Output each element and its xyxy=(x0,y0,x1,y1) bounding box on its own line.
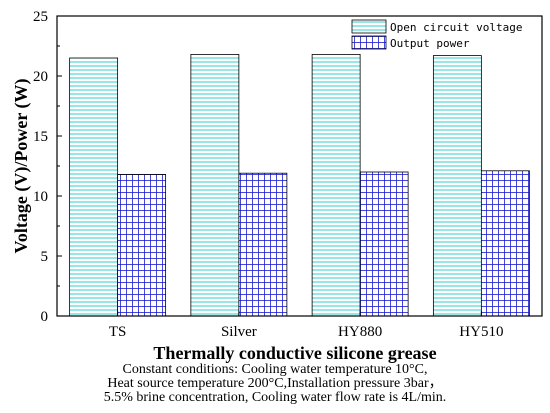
y-tick-label: 25 xyxy=(33,9,48,25)
legend-swatch-power xyxy=(351,35,387,50)
bar-power-hy880 xyxy=(359,171,409,317)
bar-voltage-ts xyxy=(69,57,119,317)
bar-power-silver xyxy=(238,172,288,317)
bar-voltage-silver xyxy=(190,54,240,317)
y-tick-label: 20 xyxy=(33,69,48,85)
y-tick-label: 10 xyxy=(33,189,48,205)
axes-layer: 0 5 10 15 20 25 TS Silver HY880 HY510 xyxy=(33,9,543,340)
bars-layer xyxy=(69,54,530,317)
note-line-2: Heat source temperature 200°C,Installati… xyxy=(107,376,443,391)
x-axis-title: Thermally conductive silicone grease xyxy=(153,343,436,363)
note-line-3: 5.5% brine concentration, Cooling water … xyxy=(103,390,447,405)
legend-label-power: Output power xyxy=(390,37,470,50)
y-tick-label: 0 xyxy=(41,309,49,325)
x-tick-label: HY880 xyxy=(338,324,382,340)
y-tick-label: 5 xyxy=(41,249,49,265)
bar-voltage-hy510 xyxy=(432,55,482,317)
y-axis-title: Voltage (V)/Power (W) xyxy=(11,79,32,254)
x-tick-label: HY510 xyxy=(459,324,503,340)
note-line-1: Constant conditions: Cooling water tempe… xyxy=(122,362,428,377)
bar-power-ts xyxy=(117,173,167,317)
x-tick-label: TS xyxy=(109,324,127,340)
y-tick-label: 15 xyxy=(33,129,48,145)
legend-swatch-voltage xyxy=(351,19,387,34)
legend: Open circuit voltage Output power xyxy=(351,19,522,50)
x-tick-label: Silver xyxy=(221,324,257,340)
bar-power-hy510 xyxy=(480,170,530,317)
bar-voltage-hy880 xyxy=(311,54,361,317)
legend-label-voltage: Open circuit voltage xyxy=(390,21,522,34)
